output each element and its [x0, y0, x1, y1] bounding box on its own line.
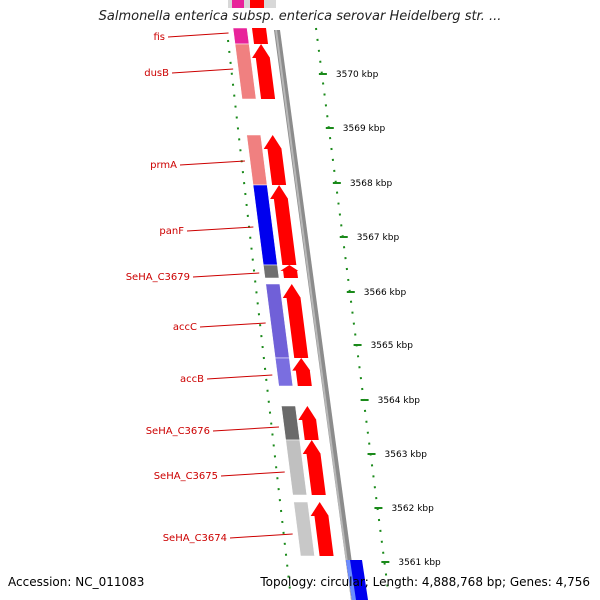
accession-label: Accession: NC_011083	[8, 575, 145, 589]
gene-leader-line	[179, 160, 245, 166]
gene-leader-line	[192, 272, 260, 278]
gene-leader-line	[206, 374, 273, 380]
gene-label-accb: accB	[180, 374, 204, 385]
scale-tick-label: 3568 kbp	[350, 179, 393, 189]
gene-leader-line	[199, 322, 266, 328]
scale-tick-label: 3569 kbp	[343, 124, 386, 134]
scale-tick-label: 3565 kbp	[371, 341, 414, 351]
scale-tick-label: 3561 kbp	[398, 558, 441, 568]
gene-label-dusb: dusB	[144, 68, 169, 79]
gene-arrow-prma	[263, 135, 287, 185]
scale-tick-label: 3570 kbp	[336, 70, 379, 80]
gene-label-seha_c3676: SeHA_C3676	[146, 426, 210, 437]
gene-label-panf: panF	[159, 226, 184, 237]
gene-leader-line	[186, 226, 254, 232]
scale-ring-line	[315, 27, 389, 591]
gene-arrow-accc	[282, 284, 309, 358]
inner-tick-ring	[227, 39, 291, 591]
gene-arrow-fis	[252, 28, 269, 44]
scale-tick-label: 3567 kbp	[357, 233, 400, 243]
gene-box-partial-bottom-highlight	[346, 560, 356, 600]
map-title: Salmonella enterica subsp. enterica sero…	[98, 9, 502, 24]
gene-leader-line	[212, 426, 279, 432]
gene-leader-line	[171, 68, 234, 74]
gene-box-seha_c3679	[263, 264, 280, 279]
scale-tick-label: 3564 kbp	[378, 396, 421, 406]
backbone	[274, 30, 357, 600]
genome-summary: Topology: circular; Length: 4,888,768 bp…	[260, 575, 590, 589]
gene-label-seha_c3679: SeHA_C3679	[126, 272, 190, 283]
backbone-highlight	[275, 30, 353, 600]
gene-arrow-seha_c3679	[280, 265, 299, 278]
gene-box-fis	[232, 27, 250, 45]
gene-arrow-seha_c3675	[302, 440, 326, 495]
gene-label-seha_c3675: SeHA_C3675	[154, 471, 218, 482]
gene-arrow-seha_c3676	[298, 406, 319, 440]
gene-leader-line	[229, 533, 293, 539]
gene-label-accc: accC	[173, 322, 197, 333]
gene-arrow-dusb	[252, 44, 276, 99]
gene-box-prma	[246, 134, 268, 186]
scale-tick-label: 3562 kbp	[391, 504, 434, 514]
scale-tick-label: 3563 kbp	[385, 450, 428, 460]
gene-arrow-accb	[292, 358, 312, 386]
top-band	[228, 0, 276, 8]
gene-box-seha_c3674	[293, 501, 315, 557]
gene-label-fis: fis	[153, 32, 165, 43]
inner-tick-ring-line	[227, 39, 291, 591]
gene-arrow-seha_c3674	[310, 502, 334, 556]
gene-label-prma: prmA	[150, 160, 177, 171]
top-band-red	[250, 0, 264, 8]
gene-label-seha_c3674: SeHA_C3674	[163, 533, 227, 544]
gene-leader-line	[167, 32, 229, 38]
gene-box-seha_c3675	[285, 439, 308, 496]
scale-tick-label: 3566 kbp	[364, 288, 407, 298]
gene-box-dusb	[234, 43, 257, 100]
gene-box-seha_c3676	[281, 405, 301, 441]
top-band-pink	[232, 0, 244, 8]
gene-leader-line	[220, 471, 285, 477]
scale-ring: 3570 kbp 3569 kbp 3568 kbp 3567 kbp 3566 kbp…	[315, 27, 441, 591]
gene-arrow-panf	[270, 185, 297, 265]
gene-box-accb	[274, 357, 294, 387]
gene-features: fis dusB prmA panF SeHA_C3679 accC accB SeHA_C3…	[126, 27, 368, 600]
